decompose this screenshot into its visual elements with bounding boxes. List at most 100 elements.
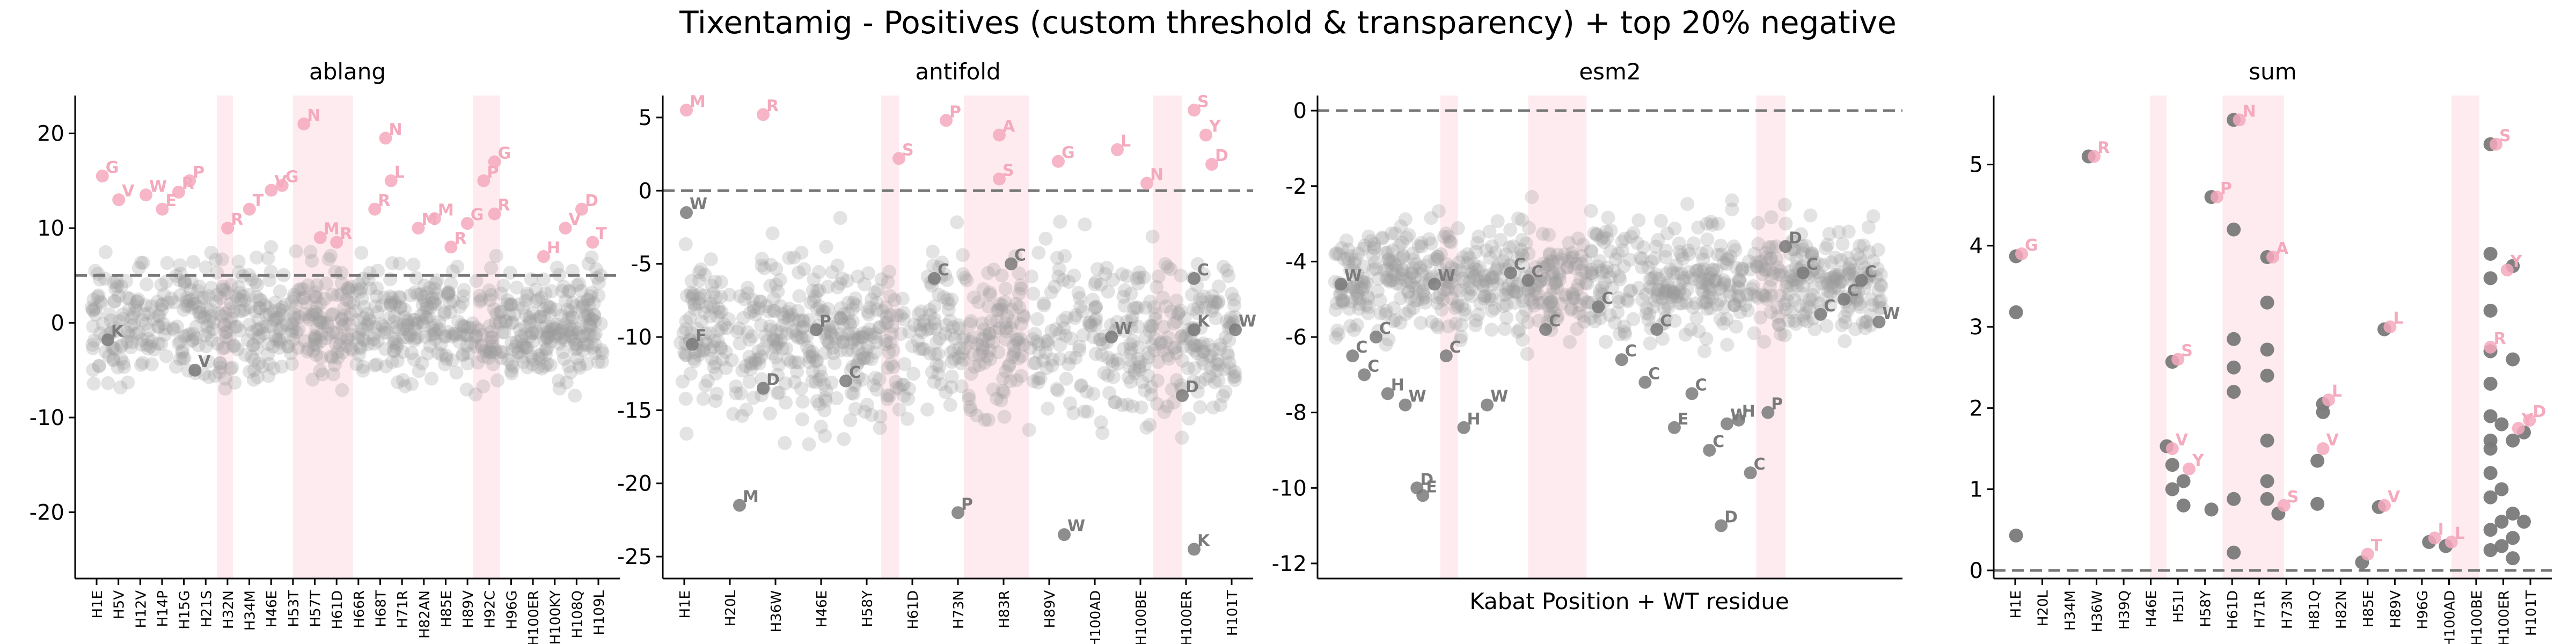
background-point bbox=[770, 386, 785, 400]
background-point bbox=[215, 282, 230, 297]
background-point bbox=[1803, 208, 1818, 223]
background-point bbox=[477, 343, 492, 358]
background-point bbox=[860, 351, 875, 365]
background-point bbox=[452, 335, 466, 349]
background-point bbox=[334, 287, 349, 302]
point-letter: V bbox=[198, 353, 211, 371]
background-point bbox=[828, 356, 842, 370]
background-point bbox=[797, 262, 811, 276]
background-point bbox=[362, 312, 377, 326]
background-point bbox=[778, 376, 793, 391]
background-point bbox=[805, 348, 819, 363]
background-point bbox=[581, 309, 596, 323]
point-letter: D bbox=[1724, 508, 1738, 527]
background-point bbox=[1329, 331, 1343, 345]
background-point bbox=[230, 319, 244, 334]
background-point bbox=[851, 331, 866, 345]
background-point bbox=[550, 260, 564, 275]
background-point bbox=[997, 409, 1012, 424]
background-point bbox=[584, 286, 599, 300]
background-point bbox=[177, 330, 192, 344]
background-point bbox=[1169, 314, 1184, 329]
background-point bbox=[924, 321, 938, 336]
background-point bbox=[880, 389, 895, 403]
background-point bbox=[836, 335, 850, 350]
background-point bbox=[533, 310, 547, 324]
background-point bbox=[769, 337, 784, 352]
background-point bbox=[741, 281, 755, 295]
background-point bbox=[179, 299, 194, 313]
background-point bbox=[136, 255, 150, 270]
background-point bbox=[1584, 262, 1599, 277]
background-point bbox=[543, 358, 558, 372]
background-point bbox=[346, 296, 361, 310]
background-point bbox=[1014, 317, 1028, 331]
background-point bbox=[1102, 386, 1117, 400]
background-point bbox=[867, 378, 881, 393]
x-tick-label: H57T bbox=[308, 590, 324, 627]
background-point bbox=[808, 289, 822, 304]
background-point bbox=[552, 381, 567, 396]
background-point bbox=[514, 349, 529, 364]
background-point bbox=[420, 346, 435, 361]
background-point bbox=[420, 286, 434, 300]
x-tick-label: H81Q bbox=[2307, 590, 2323, 630]
background-point bbox=[415, 356, 429, 371]
background-point bbox=[800, 330, 814, 344]
background-point bbox=[456, 347, 471, 361]
background-point bbox=[337, 308, 352, 323]
background-point bbox=[1516, 294, 1530, 308]
point-letter: H bbox=[1391, 376, 1404, 394]
background-point bbox=[1174, 378, 1188, 392]
background-point bbox=[218, 325, 233, 340]
background-point bbox=[1131, 340, 1145, 354]
background-point bbox=[461, 346, 475, 361]
background-point bbox=[415, 298, 430, 312]
background-point bbox=[393, 299, 408, 314]
background-point bbox=[852, 353, 867, 367]
background-point bbox=[185, 292, 200, 306]
background-point bbox=[976, 282, 991, 297]
background-point bbox=[845, 302, 860, 316]
background-point bbox=[1032, 345, 1046, 360]
background-point bbox=[1484, 323, 1499, 337]
background-point bbox=[782, 302, 797, 316]
background-point bbox=[1194, 339, 1208, 353]
background-point bbox=[780, 305, 794, 319]
background-point bbox=[1100, 260, 1114, 275]
background-point bbox=[268, 295, 282, 310]
background-point bbox=[131, 292, 145, 306]
background-point bbox=[485, 339, 500, 353]
background-point bbox=[927, 312, 942, 326]
background-point bbox=[1012, 351, 1026, 365]
background-point bbox=[1058, 249, 1072, 264]
subplot-title: antifold bbox=[915, 58, 1000, 85]
point-letter: L bbox=[394, 163, 405, 182]
background-point bbox=[401, 316, 415, 330]
background-point bbox=[696, 392, 711, 406]
background-point bbox=[778, 436, 792, 450]
background-point bbox=[882, 389, 897, 403]
background-point bbox=[1031, 375, 1045, 390]
background-point bbox=[345, 328, 359, 342]
highlight-region bbox=[1528, 96, 1587, 579]
background-point bbox=[594, 268, 608, 282]
background-point bbox=[1145, 338, 1159, 352]
background-point bbox=[722, 288, 737, 302]
background-point bbox=[127, 317, 141, 331]
background-point bbox=[1040, 361, 1054, 375]
background-point bbox=[111, 360, 125, 375]
background-point bbox=[264, 319, 278, 334]
background-point bbox=[325, 350, 340, 365]
background-point bbox=[789, 328, 803, 343]
background-point bbox=[1067, 311, 1082, 325]
background-point bbox=[1399, 231, 1414, 245]
background-point bbox=[1014, 278, 1028, 292]
background-point bbox=[706, 340, 721, 354]
background-point bbox=[424, 328, 438, 342]
subplot-esm2: WCCCHWDEWCHWCCCCCCCECCDWHCPDCCCCW-12-10-… bbox=[1272, 58, 1902, 580]
background-point bbox=[250, 277, 265, 292]
background-point bbox=[417, 305, 431, 319]
background-point bbox=[836, 317, 851, 331]
background-point bbox=[448, 326, 463, 341]
